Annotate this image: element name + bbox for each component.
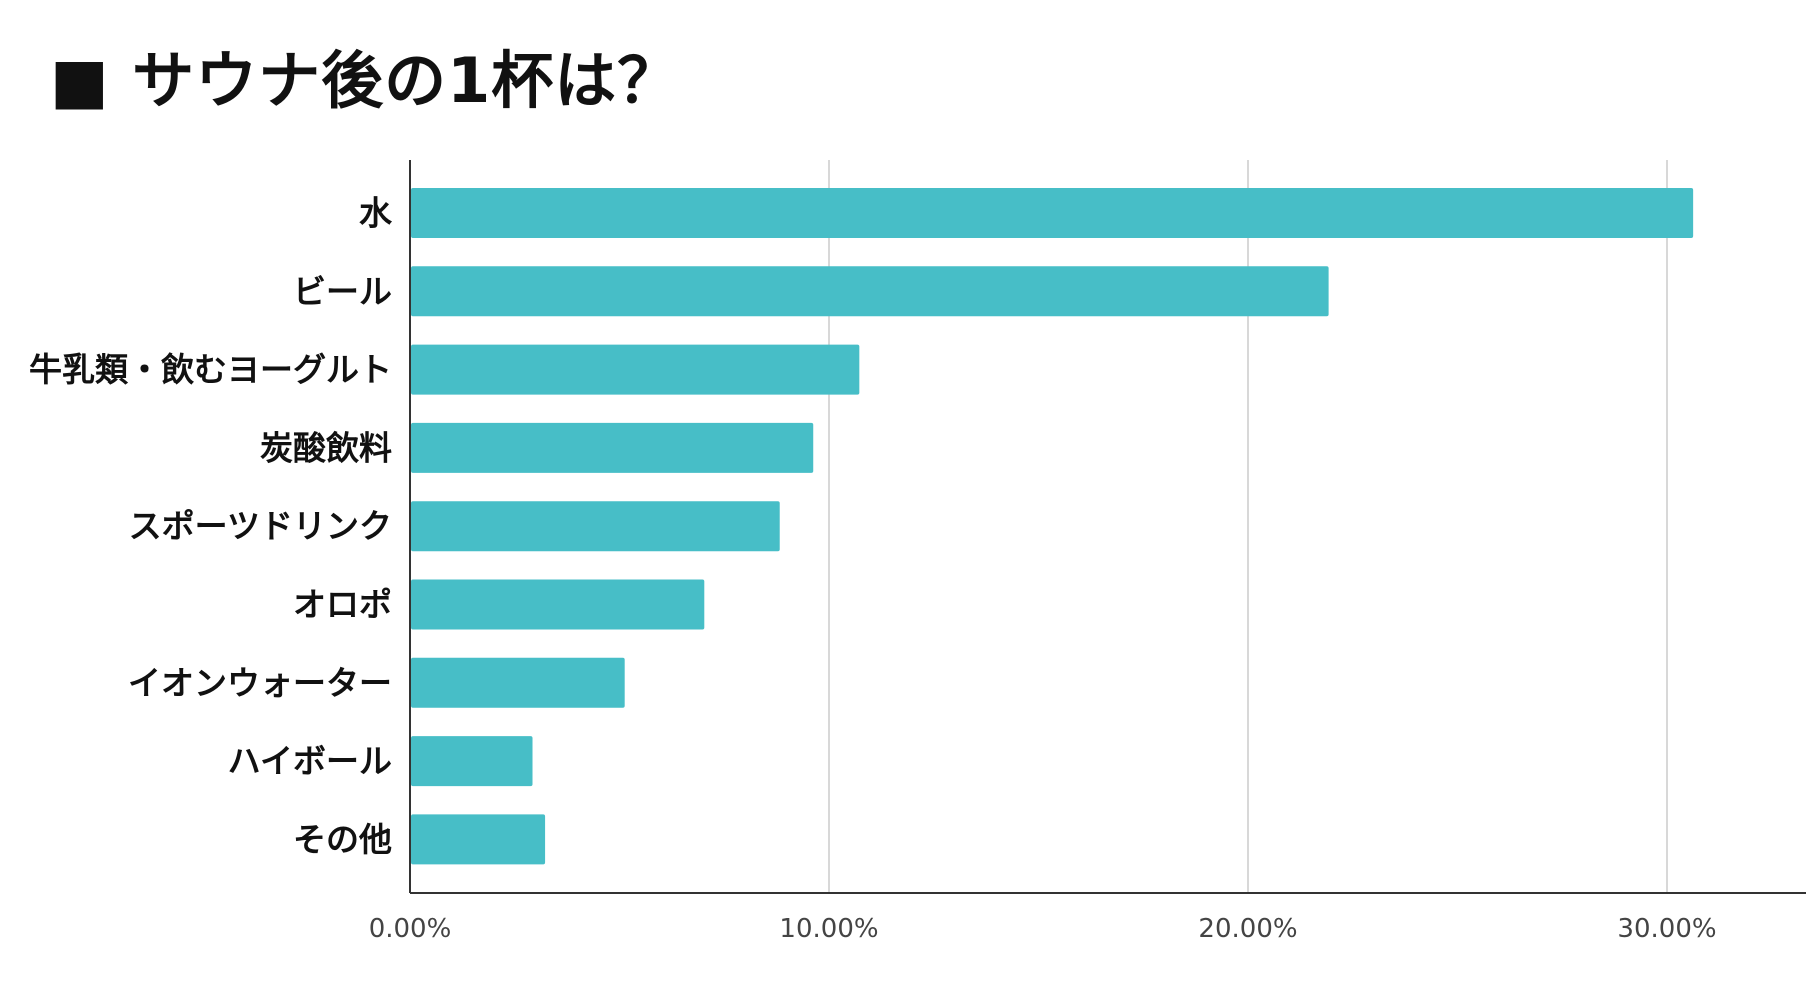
bar (411, 736, 533, 787)
category-label: 牛乳類・飲むヨーグルト (29, 350, 392, 389)
category-label: 水 (359, 194, 393, 233)
bar (411, 422, 814, 473)
bar (411, 344, 860, 395)
x-tick-labels: 0.00% 10.00% 20.00% 30.00% (369, 914, 1717, 944)
category-label: ビール (293, 272, 392, 311)
bar (411, 814, 546, 865)
x-tick-label: 30.00% (1617, 914, 1716, 944)
category-labels: 水ビール牛乳類・飲むヨーグルト炭酸飲料スポーツドリンクオロポイオンウォーターハイ… (29, 194, 393, 859)
x-tick-label: 0.00% (369, 914, 452, 944)
bars (411, 188, 1694, 865)
category-label: イオンウォーター (128, 663, 392, 702)
category-label: スポーツドリンク (129, 507, 392, 546)
category-label: ハイボール (228, 742, 392, 781)
chart-title: ■ サウナ後の1杯は？ (50, 44, 681, 117)
x-tick-label: 10.00% (779, 914, 878, 944)
bar (411, 266, 1329, 317)
bar (411, 188, 1694, 238)
category-label: その他 (293, 820, 392, 859)
x-tick-label: 20.00% (1198, 914, 1297, 944)
bar (411, 657, 625, 708)
bar (411, 579, 705, 630)
bar (411, 501, 780, 552)
category-label: オロポ (293, 585, 392, 624)
category-label: 炭酸飲料 (260, 428, 392, 467)
axes (409, 160, 1806, 894)
